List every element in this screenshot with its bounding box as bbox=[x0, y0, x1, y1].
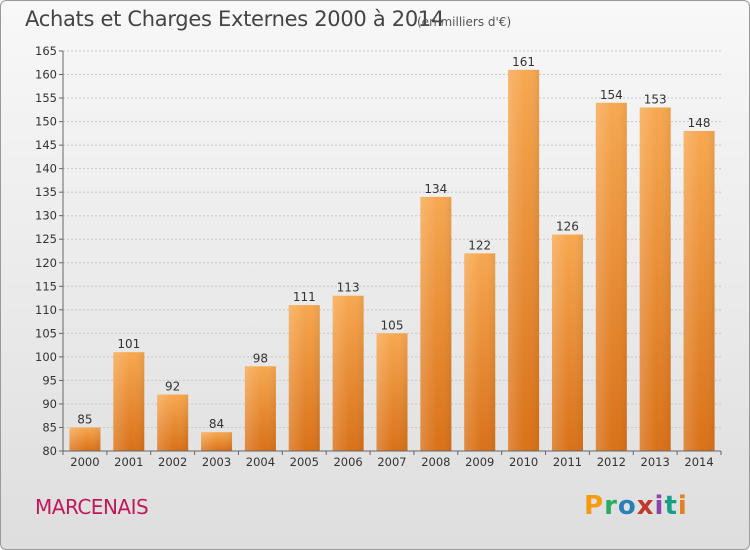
y-tick-label: 150 bbox=[35, 115, 57, 129]
bar-shine bbox=[551, 234, 583, 451]
bar-shine bbox=[288, 305, 320, 451]
data-label: 101 bbox=[117, 337, 140, 351]
x-axis: 2000 2001 2002 2003 2004 2005 2006 2007 2008 2009… bbox=[62, 450, 722, 469]
bars bbox=[69, 69, 715, 452]
bar-shine bbox=[376, 333, 408, 451]
data-label: 92 bbox=[165, 380, 180, 394]
data-label: 98 bbox=[253, 351, 268, 365]
data-label: 85 bbox=[77, 412, 92, 426]
y-tick-label: 145 bbox=[35, 138, 57, 152]
x-tick-label: 2007 bbox=[377, 455, 406, 469]
data-label: 161 bbox=[512, 55, 535, 69]
bar-shine bbox=[157, 394, 189, 451]
chart-unit: (en milliers d'€) bbox=[417, 15, 512, 29]
data-label: 84 bbox=[209, 417, 224, 431]
y-tick-label: 165 bbox=[35, 44, 57, 58]
bar-shine bbox=[113, 352, 145, 451]
data-label: 122 bbox=[468, 238, 491, 252]
bar-shine bbox=[244, 366, 276, 451]
x-tick-label: 2010 bbox=[509, 455, 538, 469]
logo-letter: o bbox=[617, 491, 637, 521]
y-tick-label: 115 bbox=[35, 279, 57, 293]
logo-letter: i bbox=[654, 491, 665, 521]
y-tick-label: 95 bbox=[42, 373, 57, 387]
y-tick-label: 140 bbox=[35, 162, 57, 176]
bar-shine bbox=[420, 196, 452, 451]
y-tick-label: 80 bbox=[42, 444, 57, 458]
x-tick-label: 2003 bbox=[202, 455, 231, 469]
y-tick-label: 155 bbox=[35, 91, 57, 105]
logo-letter: i bbox=[677, 491, 688, 521]
bar-shine bbox=[464, 253, 496, 451]
data-labels: 85 101 92 84 98 111 113 105 134 122 161 126 154 153 14… bbox=[77, 55, 710, 431]
data-label: 153 bbox=[644, 92, 667, 106]
y-axis: 80 85 90 95 100 105 110 115 120 125 130 135 140 145 15… bbox=[35, 44, 64, 458]
y-tick-label: 130 bbox=[35, 209, 57, 223]
bar-shine bbox=[201, 432, 233, 451]
bar-shine bbox=[508, 69, 540, 451]
data-label: 113 bbox=[337, 281, 360, 295]
x-tick-label: 2005 bbox=[290, 455, 319, 469]
y-tick-label: 105 bbox=[35, 326, 57, 340]
x-tick-label: 2006 bbox=[333, 455, 362, 469]
x-tick-label: 2011 bbox=[553, 455, 582, 469]
y-tick-label: 120 bbox=[35, 256, 57, 270]
y-tick-label: 135 bbox=[35, 185, 57, 199]
bar-shine bbox=[639, 107, 671, 452]
data-label: 111 bbox=[293, 290, 316, 304]
bar-shine bbox=[683, 131, 715, 451]
x-tick-label: 2012 bbox=[597, 455, 626, 469]
y-tick-label: 85 bbox=[42, 420, 57, 434]
data-label: 154 bbox=[600, 88, 623, 102]
chart-title: Achats et Charges Externes 2000 à 2014 bbox=[25, 7, 445, 31]
x-tick-label: 2002 bbox=[158, 455, 187, 469]
data-label: 126 bbox=[556, 220, 579, 234]
y-tick-label: 125 bbox=[35, 232, 57, 246]
data-label: 105 bbox=[381, 318, 404, 332]
y-tick-label: 160 bbox=[35, 68, 57, 82]
x-tick-label: 2013 bbox=[641, 455, 670, 469]
x-tick-label: 2000 bbox=[70, 455, 99, 469]
x-tick-label: 2001 bbox=[114, 455, 143, 469]
city-name: MARCENAIS bbox=[35, 495, 149, 519]
x-tick-label: 2008 bbox=[421, 455, 450, 469]
y-tick-label: 110 bbox=[35, 303, 57, 317]
data-label: 148 bbox=[688, 116, 711, 130]
bar-shine bbox=[595, 102, 627, 451]
x-tick-label: 2014 bbox=[684, 455, 713, 469]
logo-letter: r bbox=[604, 491, 618, 521]
brand-logo: Proxiti bbox=[584, 491, 688, 521]
logo-letter: x bbox=[636, 491, 655, 521]
y-tick-label: 100 bbox=[35, 350, 57, 364]
bar-shine bbox=[69, 427, 101, 451]
x-tick-label: 2009 bbox=[465, 455, 494, 469]
logo-letter: t bbox=[664, 491, 678, 521]
logo-letter: P bbox=[584, 491, 605, 521]
x-tick-label: 2004 bbox=[246, 455, 275, 469]
y-tick-label: 90 bbox=[42, 397, 57, 411]
data-label: 134 bbox=[424, 182, 447, 196]
bar-shine bbox=[332, 295, 364, 451]
